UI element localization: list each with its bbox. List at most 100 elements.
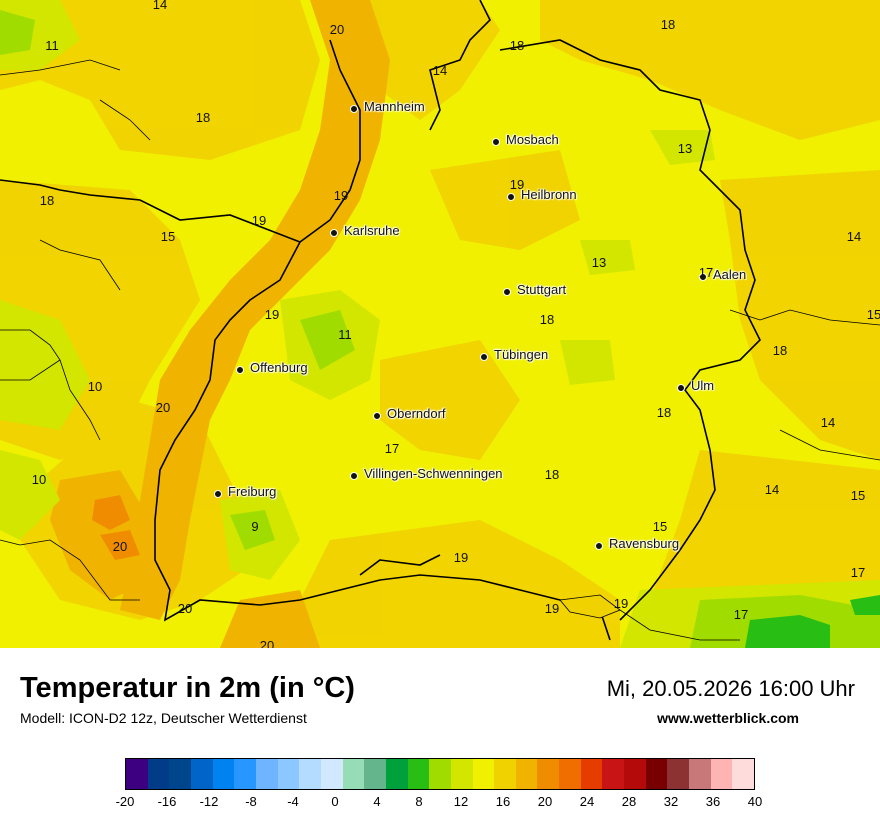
scale-swatch (732, 759, 755, 789)
temperature-label: 11 (338, 327, 352, 342)
scale-swatch (364, 759, 386, 789)
scale-tick-label: 28 (621, 794, 637, 809)
city-dot (330, 229, 338, 237)
city-dot (350, 472, 358, 480)
temperature-label: 17 (698, 265, 714, 280)
scale-swatch (710, 759, 733, 789)
scale-swatch (580, 759, 603, 789)
temperature-label: 19 (333, 188, 349, 203)
temperature-label: 18 (39, 193, 55, 208)
city-label: Heilbronn (521, 187, 577, 202)
scale-tick-label: -20 (115, 794, 135, 809)
temperature-label: 18 (195, 110, 211, 125)
city-label: Villingen-Schwenningen (364, 466, 503, 481)
scale-tick-label: 16 (495, 794, 511, 809)
temperature-label: 20 (329, 22, 345, 37)
temperature-label: 17 (850, 565, 866, 580)
city-dot (480, 353, 488, 361)
scale-tick-label: -12 (199, 794, 219, 809)
color-scale (125, 758, 755, 790)
scale-swatch (515, 759, 538, 789)
temperature-label: 10 (31, 472, 47, 487)
scale-swatch (234, 759, 256, 789)
scale-swatch (385, 759, 408, 789)
scale-tick-label: 40 (747, 794, 763, 809)
temperature-label: 13 (591, 255, 607, 270)
website-link[interactable]: www.wetterblick.com (657, 710, 799, 726)
temperature-label: 11 (45, 38, 59, 53)
scale-swatch (494, 759, 516, 789)
scale-tick-label: -8 (245, 794, 257, 809)
color-scale-ticks: -20 -16 -12 -8 -4 0 4 8 12 16 20 24 28 32 36 40 (116, 794, 763, 812)
temperature-label: 17 (733, 607, 749, 622)
temperature-label: 18 (509, 38, 525, 53)
temperature-label: 19 (453, 550, 469, 565)
scale-swatch (472, 759, 495, 789)
city-dot (699, 273, 707, 281)
city-label: Karlsruhe (344, 223, 400, 238)
city-dot (236, 366, 244, 374)
model-info: Modell: ICON-D2 12z, Deutscher Wetterdie… (20, 710, 307, 726)
temperature-label: 14 (152, 0, 168, 12)
scale-swatch (169, 759, 191, 789)
temperature-label: 15 (160, 229, 176, 244)
temperature-label: 14 (820, 415, 836, 430)
temperature-label: 17 (384, 441, 400, 456)
city-dot (503, 288, 511, 296)
city-dot (350, 105, 358, 113)
temperature-label: 9 (251, 519, 259, 534)
scale-swatch (147, 759, 170, 789)
city-dot (677, 384, 685, 392)
scale-tick-label: -4 (287, 794, 299, 809)
city-label: Mannheim (364, 99, 425, 114)
scale-swatch (667, 759, 690, 789)
temperature-label: 18 (660, 17, 676, 32)
temperature-label: 19 (544, 601, 560, 616)
scale-swatch (255, 759, 278, 789)
scale-swatch (320, 759, 343, 789)
temperature-label: 20 (259, 638, 275, 649)
city-label: Freiburg (228, 484, 277, 499)
temperature-label: 18 (772, 343, 788, 358)
city-label: Mosbach (506, 132, 559, 147)
temperature-label: 18 (656, 405, 672, 420)
scale-swatch (342, 759, 365, 789)
city-label: Tübingen (494, 347, 549, 362)
map-background (0, 0, 880, 648)
temperature-label: 19 (264, 307, 280, 322)
scale-tick-label: 24 (579, 794, 595, 809)
scale-swatch (559, 759, 581, 789)
city-label: Ulm (691, 378, 715, 393)
temperature-label: 10 (87, 379, 103, 394)
temperature-label: 15 (652, 519, 668, 534)
map-title: Temperatur in 2m (in °C) (20, 672, 355, 704)
scale-swatch (277, 759, 300, 789)
scale-swatch (450, 759, 473, 789)
city-dot (595, 542, 603, 550)
city-dot (507, 193, 515, 201)
scale-swatch (299, 759, 321, 789)
temperature-label: 20 (177, 601, 193, 616)
scale-swatch (624, 759, 646, 789)
temperature-map: Mannheim Mosbach Heilbronn Karlsruhe Aal… (0, 0, 880, 648)
forecast-datetime: Mi, 20.05.2026 16:00 Uhr (606, 676, 855, 701)
scale-swatch (407, 759, 430, 789)
scale-tick-label: 12 (453, 794, 469, 809)
temperature-label: 18 (544, 467, 560, 482)
scale-tick-label: 4 (373, 794, 381, 809)
city-label: Stuttgart (517, 282, 567, 297)
temperature-label: 15 (866, 307, 880, 322)
temperature-label: 14 (432, 63, 448, 78)
city-dot (373, 412, 381, 420)
scale-tick-label: 32 (663, 794, 679, 809)
city-label: Offenburg (250, 360, 308, 375)
temperature-label: 19 (613, 596, 629, 611)
scale-swatch (429, 759, 451, 789)
scale-swatch (126, 759, 148, 789)
city-dot (214, 490, 222, 498)
scale-tick-label: 0 (331, 794, 339, 809)
scale-swatch (645, 759, 668, 789)
temperature-label: 13 (677, 141, 693, 156)
temperature-label: 15 (850, 488, 866, 503)
temperature-label: 20 (112, 539, 128, 554)
